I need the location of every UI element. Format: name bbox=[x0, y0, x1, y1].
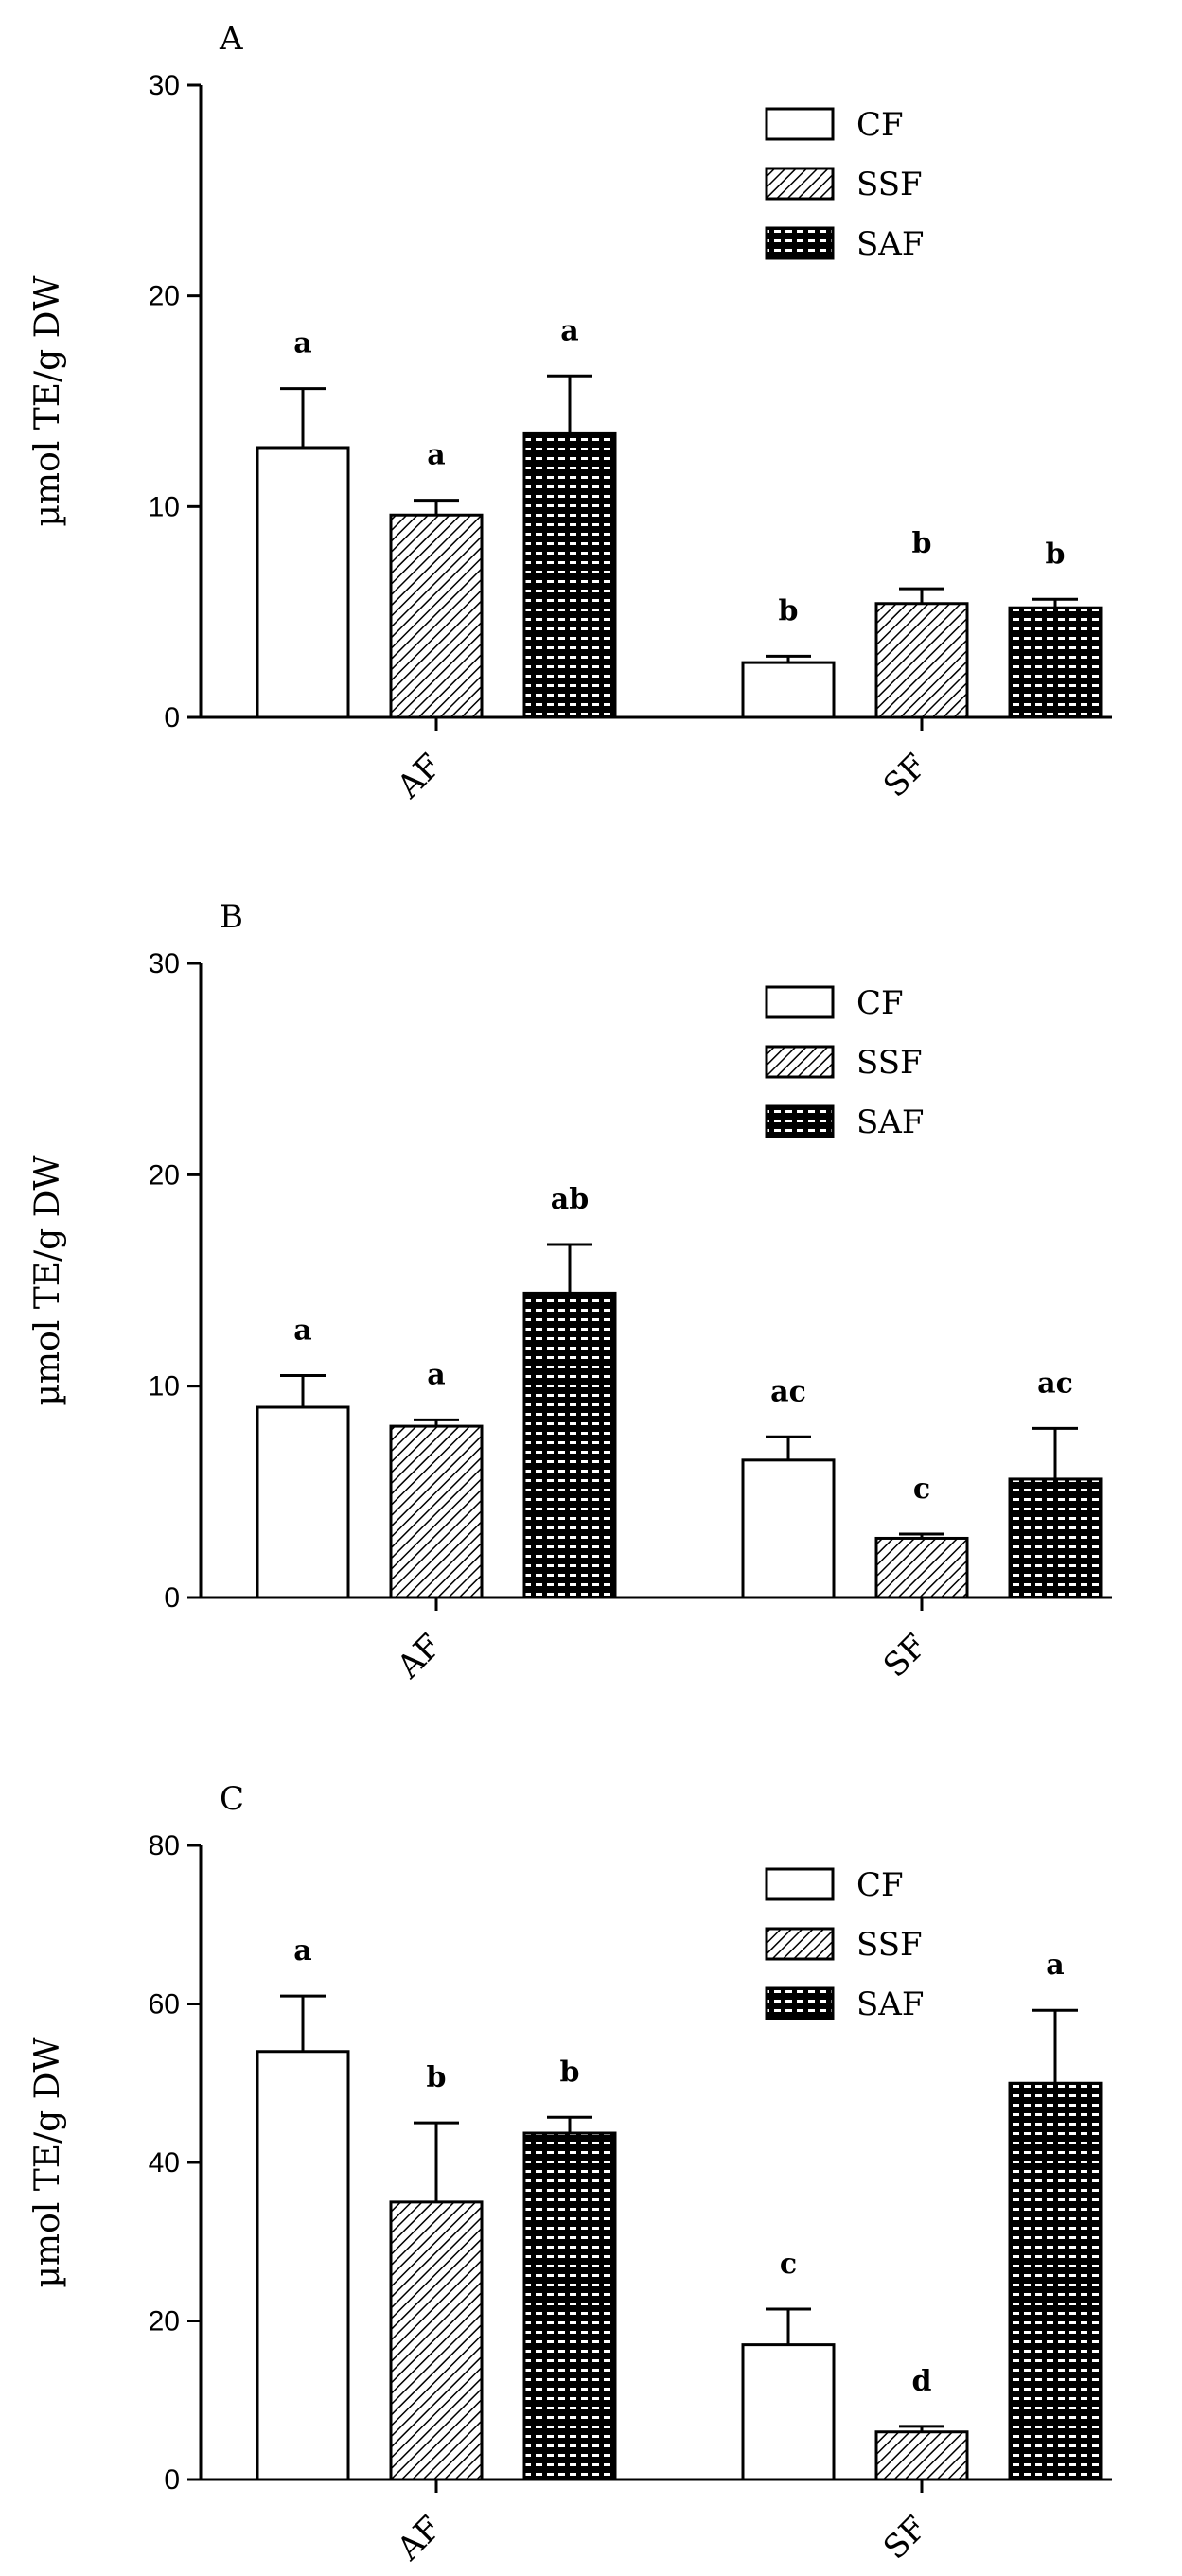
panel-letter: B bbox=[220, 898, 243, 936]
significance-label: a bbox=[293, 327, 311, 361]
bar-cf-af bbox=[256, 1405, 350, 1599]
significance-label: c bbox=[780, 2248, 797, 2281]
legend-swatch-ssf bbox=[765, 167, 835, 201]
legend-swatch-ssf bbox=[765, 1927, 835, 1961]
significance-label: ac bbox=[1037, 1367, 1073, 1400]
bar-saf-af bbox=[522, 431, 617, 719]
significance-label: b bbox=[560, 2056, 580, 2089]
y-axis-title: µmol TE/g DW bbox=[28, 1156, 67, 1406]
legend-swatch-saf bbox=[765, 226, 835, 260]
legend-label: SSF bbox=[856, 1926, 923, 1964]
legend-swatch-ssf bbox=[765, 1045, 835, 1079]
bar-saf-af bbox=[522, 2131, 617, 2481]
legend-label: SAF bbox=[856, 225, 924, 263]
panel-letter: C bbox=[220, 1780, 244, 1818]
significance-label: b bbox=[1046, 538, 1066, 571]
y-tick-label: 10 bbox=[149, 1371, 180, 1403]
bar-cf-sf bbox=[741, 1458, 836, 1599]
legend-label: CF bbox=[856, 984, 904, 1022]
x-category-label: SF bbox=[876, 747, 934, 804]
bar-ssf-af bbox=[389, 513, 484, 719]
bar-ssf-af bbox=[389, 2200, 484, 2481]
legend-swatch-cf bbox=[765, 985, 835, 1019]
chart-panel-c: C 0 20 40 60 80 µmol TE/g DW a b b AF c d a SF CF SSF SAF bbox=[28, 1780, 1112, 2568]
x-category-label: SF bbox=[876, 2509, 934, 2567]
legend-swatch-saf bbox=[765, 1986, 835, 2020]
y-axis-title: µmol TE/g DW bbox=[28, 276, 67, 527]
bar-ssf-sf bbox=[874, 2430, 969, 2481]
bar-ssf-sf bbox=[874, 602, 969, 719]
bar-saf-sf bbox=[1008, 606, 1103, 719]
significance-label: c bbox=[913, 1473, 930, 1506]
significance-label: a bbox=[427, 439, 445, 472]
panel-letter: A bbox=[219, 20, 243, 58]
bar-saf-sf bbox=[1008, 2081, 1103, 2481]
x-category-label: AF bbox=[389, 2509, 449, 2568]
legend-swatch-cf bbox=[765, 1867, 835, 1901]
y-tick-label: 10 bbox=[149, 491, 180, 522]
significance-label: a bbox=[293, 1934, 311, 1967]
bar-cf-af bbox=[256, 446, 350, 719]
chart-panel-a: A 0 10 20 30 µmol TE/g DW a a a AF b b b SF CF SSF SAF bbox=[28, 20, 1112, 806]
significance-label: ab bbox=[551, 1183, 589, 1216]
chart-panel-b: B 0 10 20 30 µmol TE/g DW a a ab AF ac c ac SF CF SSF SA… bbox=[28, 898, 1112, 1686]
y-tick-label: 60 bbox=[149, 1989, 180, 2020]
y-tick-label: 0 bbox=[164, 702, 180, 733]
y-tick-label: 20 bbox=[149, 2306, 180, 2338]
significance-label: a bbox=[1046, 1949, 1064, 1982]
bar-cf-af bbox=[256, 2050, 350, 2481]
y-tick-label: 0 bbox=[164, 1582, 180, 1614]
x-category-label: SF bbox=[876, 1627, 934, 1685]
legend-label: SAF bbox=[856, 1985, 924, 2023]
significance-label: b bbox=[427, 2061, 447, 2094]
x-category-label: AF bbox=[389, 747, 449, 806]
legend-label: CF bbox=[856, 1866, 904, 1904]
significance-label: a bbox=[560, 314, 578, 347]
y-tick-label: 20 bbox=[149, 1159, 180, 1191]
bar-ssf-af bbox=[389, 1424, 484, 1599]
legend-label: SAF bbox=[856, 1103, 924, 1141]
significance-label: a bbox=[293, 1314, 311, 1348]
significance-label: b bbox=[779, 594, 799, 627]
significance-label: b bbox=[912, 527, 932, 560]
legend-swatch-saf bbox=[765, 1104, 835, 1138]
bar-cf-sf bbox=[741, 2343, 836, 2481]
y-tick-label: 80 bbox=[149, 1830, 180, 1861]
legend-label: SSF bbox=[856, 166, 923, 203]
bar-saf-af bbox=[522, 1291, 617, 1599]
bar-ssf-sf bbox=[874, 1536, 969, 1599]
y-tick-label: 30 bbox=[149, 948, 180, 979]
legend-label: CF bbox=[856, 106, 904, 144]
significance-label: ac bbox=[770, 1375, 806, 1408]
legend-swatch-cf bbox=[765, 107, 835, 141]
y-axis-title: µmol TE/g DW bbox=[28, 2038, 67, 2288]
y-tick-label: 20 bbox=[149, 281, 180, 312]
legend-label: SSF bbox=[856, 1044, 923, 1082]
bar-cf-sf bbox=[741, 661, 836, 719]
significance-label: d bbox=[912, 2365, 932, 2398]
bar-saf-sf bbox=[1008, 1477, 1103, 1599]
y-tick-label: 30 bbox=[149, 70, 180, 101]
y-tick-label: 0 bbox=[164, 2464, 180, 2496]
significance-label: a bbox=[427, 1358, 445, 1391]
y-tick-label: 40 bbox=[149, 2147, 180, 2179]
x-category-label: AF bbox=[389, 1627, 449, 1686]
